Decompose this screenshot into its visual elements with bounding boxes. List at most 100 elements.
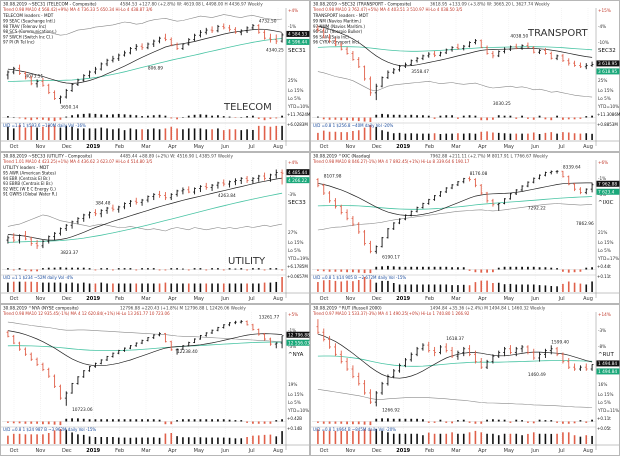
- price-bar: [409, 210, 413, 217]
- price-bar: [181, 345, 185, 350]
- oscillator-bar: [117, 268, 120, 270]
- leader-item: 92 WEC (W E C Energy G.): [3, 186, 56, 191]
- volume-bar: [112, 283, 114, 292]
- indicator-value-label: +0.05t: [597, 426, 611, 431]
- volume-bar: [492, 283, 494, 292]
- oscillator-bar: [422, 115, 424, 118]
- volume-bar: [486, 433, 488, 444]
- oscillator-bar: [257, 421, 260, 424]
- oscillator-bar: [503, 419, 506, 422]
- last-price-tag: 3 618.95: [598, 61, 617, 67]
- volume-bar: [158, 129, 161, 140]
- volume-bar: [550, 132, 553, 140]
- oscillator-bar: [275, 268, 278, 270]
- price-bar: [239, 177, 243, 185]
- oscillator-bar: [567, 269, 570, 273]
- volume-bar: [579, 133, 582, 140]
- volume-bar: [71, 282, 73, 292]
- x-tick-label: Apr: [168, 296, 178, 302]
- price-bar: [88, 211, 91, 219]
- price-bar: [444, 187, 448, 194]
- price-bar: [140, 198, 144, 206]
- volume-bar: [573, 133, 576, 140]
- oscillator-bar: [30, 269, 33, 272]
- volume-bar: [199, 437, 202, 444]
- price-bar: [169, 340, 173, 351]
- x-tick-label: Aug: [583, 144, 593, 150]
- volume-bar: [532, 284, 535, 292]
- volume-bar: [170, 433, 173, 444]
- price-bar: [386, 374, 390, 386]
- volume-bar: [164, 282, 167, 292]
- price-bar: [351, 51, 355, 61]
- volume-label: U/D =0.8 1 $256.8 ~40M daily Vol -20%: [313, 123, 394, 128]
- oscillator-bar: [170, 421, 173, 425]
- ma-value-tag-bg: [286, 38, 310, 45]
- price-bar: [514, 346, 518, 357]
- volume-bar: [591, 435, 593, 444]
- price-bar: [152, 334, 156, 340]
- volume-bar: [462, 433, 465, 444]
- volume-bar: [228, 283, 231, 292]
- price-annotation: 3823.37: [60, 250, 78, 256]
- oscillator-bar: [18, 117, 21, 119]
- x-tick-label: Oct: [10, 296, 19, 302]
- volume-bar: [375, 282, 378, 292]
- price-bar: [251, 323, 255, 331]
- price-bar: [427, 52, 431, 58]
- volume-bar: [433, 284, 436, 292]
- volume-bar: [357, 130, 360, 140]
- volume-bar: [205, 283, 208, 292]
- oscillator-bar: [375, 114, 378, 118]
- price-bar: [129, 345, 132, 350]
- volume-bar: [392, 133, 395, 140]
- price-bar: [164, 33, 167, 42]
- volume-bar: [387, 432, 389, 444]
- price-bar: [269, 33, 272, 43]
- oscillator-bar: [457, 420, 459, 422]
- price-bar: [117, 205, 121, 213]
- volume-bar: [281, 431, 283, 444]
- price-bar: [479, 39, 483, 48]
- volume-bar: [71, 126, 73, 140]
- oscillator-bar: [269, 268, 272, 270]
- right-axis-label: 25%: [598, 78, 607, 83]
- volume-bar: [257, 435, 260, 444]
- x-tick-label: Feb: [115, 144, 124, 150]
- price-bar: [334, 198, 337, 209]
- oscillator-bar: [567, 117, 570, 120]
- volume-bar: [515, 433, 518, 444]
- volume-bar: [12, 128, 15, 140]
- price-bar: [421, 202, 425, 209]
- price-bar: [526, 181, 530, 188]
- oscillator-bar: [369, 421, 372, 426]
- right-axis-label: Lo 15%: [288, 88, 303, 93]
- oscillator-bar: [211, 115, 213, 118]
- price-bar: [70, 382, 74, 394]
- price-bar: [210, 329, 214, 334]
- volume-bar: [422, 133, 424, 140]
- price-bar: [35, 357, 39, 367]
- x-tick-label: Jul: [248, 296, 255, 302]
- volume-bar: [42, 126, 44, 140]
- oscillator-bar: [141, 419, 143, 422]
- oscillator-bar: [340, 269, 343, 272]
- oscillator-bar: [117, 113, 120, 118]
- oscillator-bar: [123, 419, 126, 422]
- oscillator-bar: [129, 268, 132, 270]
- volume-bar: [117, 128, 120, 140]
- price-bar: [398, 363, 401, 373]
- oscillator-bar: [538, 267, 541, 270]
- indicator-value-label: +0.0657M: [287, 274, 308, 279]
- volume-bar: [53, 430, 56, 444]
- oscillator-bar: [263, 117, 266, 121]
- price-bar: [123, 50, 126, 57]
- price-bar: [456, 43, 460, 50]
- right-axis-label: -3%: [598, 328, 606, 333]
- price-bar: [573, 363, 576, 371]
- price-bar: [239, 29, 243, 36]
- chart-panel-transport: Oct Nov Dec 2019 Feb Mar Apr May Jun Jul Aug 30.08.…: [310, 0, 620, 152]
- x-tick-label: Jun: [220, 448, 229, 454]
- x-tick-label: May: [194, 296, 204, 302]
- price-bar: [257, 328, 261, 336]
